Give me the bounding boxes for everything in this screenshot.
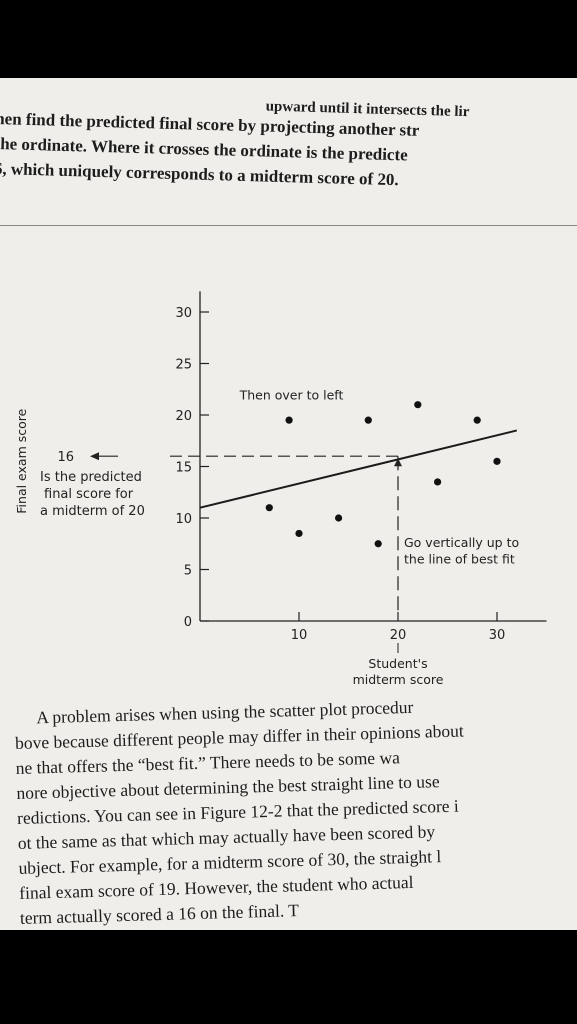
page-divider: [0, 225, 577, 226]
data-point: [493, 457, 501, 465]
y-tick-label: 10: [175, 512, 192, 527]
data-point: [434, 478, 442, 486]
y-axis-label: Final exam score: [14, 408, 29, 513]
data-point: [374, 540, 382, 548]
predicted-label: Is the predicted: [40, 470, 142, 485]
y-tick-label: 25: [175, 358, 192, 373]
arrow-left-icon: [90, 452, 99, 461]
predicted-value: 16: [57, 450, 74, 465]
y-tick-label: 5: [184, 564, 192, 579]
book-page: upward until it intersects the lir hen f…: [0, 78, 577, 930]
data-point: [265, 504, 273, 512]
annotation-over-left: Then over to left: [239, 388, 344, 403]
x-tick-label: 20: [390, 628, 407, 643]
bottom-paragraph: A problem arises when using the scatter …: [14, 689, 577, 930]
data-point: [473, 416, 481, 424]
data-point: [335, 514, 343, 522]
arrow-up-icon: [394, 458, 402, 467]
student-label: midterm score: [353, 672, 444, 687]
x-tick-label: 10: [291, 628, 308, 643]
y-tick-label: 30: [175, 306, 192, 321]
annotation-vertical-2: the line of best fit: [404, 551, 515, 566]
predicted-label: final score for: [44, 487, 134, 502]
data-point: [295, 529, 303, 538]
data-point: [364, 416, 372, 424]
y-tick-label: 15: [175, 461, 192, 476]
data-point: [285, 416, 293, 424]
annotation-vertical-1: Go vertically up to: [404, 535, 519, 550]
y-tick-label: 0: [184, 615, 192, 630]
x-tick-label: 30: [489, 628, 506, 643]
top-paragraph: upward until it intersects the lir hen f…: [0, 92, 577, 198]
best-fit-line: [199, 429, 518, 509]
data-point: [414, 401, 422, 409]
y-tick-label: 20: [175, 409, 192, 424]
scatter-plot: 051015202530102030Midterm scoreFinal exa…: [14, 291, 547, 687]
student-label: Student's: [368, 656, 427, 671]
predicted-label: a midterm of 20: [40, 504, 145, 519]
